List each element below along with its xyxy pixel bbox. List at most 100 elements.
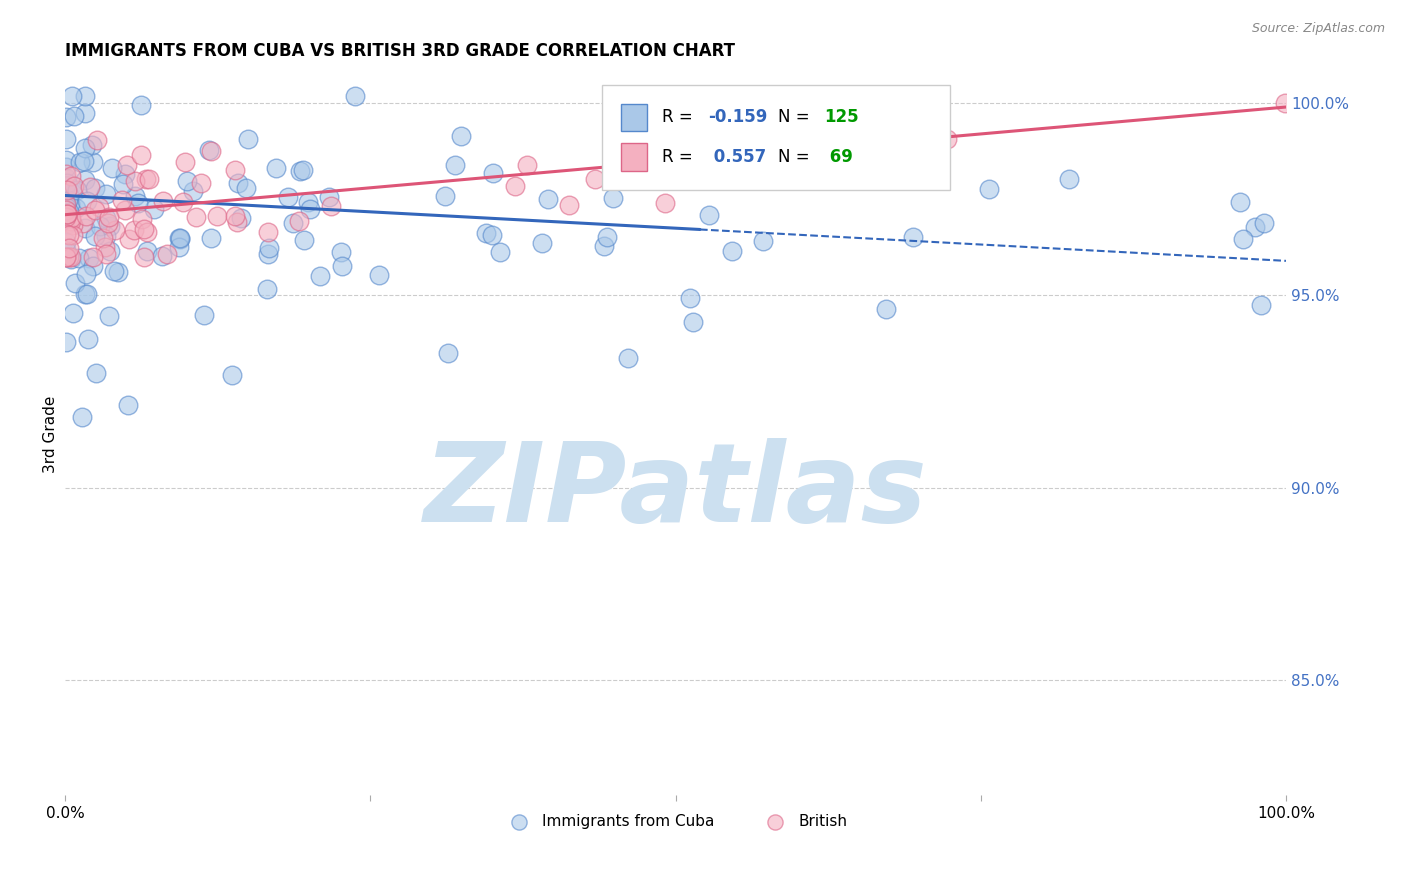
British bbox=[55, 250, 77, 264]
British bbox=[124, 174, 146, 188]
British bbox=[60, 169, 83, 183]
Immigrants from Cuba bbox=[55, 200, 77, 214]
Immigrants from Cuba bbox=[82, 259, 104, 273]
Immigrants from Cuba bbox=[55, 218, 77, 232]
British bbox=[172, 195, 194, 210]
British bbox=[129, 148, 152, 162]
Text: 0.557: 0.557 bbox=[709, 148, 766, 166]
British bbox=[665, 161, 688, 175]
Immigrants from Cuba bbox=[181, 184, 204, 198]
Immigrants from Cuba bbox=[977, 181, 1000, 195]
British bbox=[60, 214, 83, 228]
Immigrants from Cuba bbox=[142, 202, 165, 216]
British bbox=[207, 209, 229, 223]
Immigrants from Cuba bbox=[291, 162, 314, 177]
Immigrants from Cuba bbox=[290, 163, 312, 178]
British bbox=[135, 172, 157, 186]
British bbox=[115, 158, 138, 172]
Immigrants from Cuba bbox=[107, 265, 129, 279]
Immigrants from Cuba bbox=[1250, 298, 1272, 312]
Immigrants from Cuba bbox=[73, 172, 96, 186]
British bbox=[138, 171, 160, 186]
Immigrants from Cuba bbox=[1232, 232, 1254, 246]
British bbox=[82, 250, 104, 264]
British bbox=[97, 217, 120, 231]
Immigrants from Cuba bbox=[257, 247, 280, 261]
British bbox=[56, 207, 79, 221]
British bbox=[936, 131, 959, 145]
British bbox=[225, 215, 247, 229]
Immigrants from Cuba bbox=[537, 193, 560, 207]
Immigrants from Cuba bbox=[94, 211, 117, 225]
Immigrants from Cuba bbox=[875, 302, 897, 317]
Immigrants from Cuba bbox=[596, 230, 619, 244]
Immigrants from Cuba bbox=[103, 264, 125, 278]
British bbox=[86, 133, 108, 147]
Immigrants from Cuba bbox=[55, 235, 77, 249]
British bbox=[55, 197, 77, 211]
British bbox=[516, 158, 538, 172]
British bbox=[136, 225, 159, 239]
Immigrants from Cuba bbox=[70, 410, 93, 425]
Immigrants from Cuba bbox=[129, 97, 152, 112]
British bbox=[104, 223, 127, 237]
FancyBboxPatch shape bbox=[620, 144, 647, 170]
British bbox=[75, 209, 97, 223]
Immigrants from Cuba bbox=[343, 88, 366, 103]
Immigrants from Cuba bbox=[84, 180, 107, 194]
Immigrants from Cuba bbox=[72, 154, 94, 169]
Immigrants from Cuba bbox=[79, 251, 101, 265]
British bbox=[132, 221, 155, 235]
British bbox=[55, 202, 77, 217]
Text: N =: N = bbox=[778, 148, 815, 166]
Immigrants from Cuba bbox=[299, 202, 322, 216]
Immigrants from Cuba bbox=[228, 176, 250, 190]
Immigrants from Cuba bbox=[433, 188, 456, 202]
British bbox=[58, 241, 80, 255]
Immigrants from Cuba bbox=[75, 88, 97, 103]
Immigrants from Cuba bbox=[236, 132, 259, 146]
Text: 69: 69 bbox=[824, 148, 853, 166]
Immigrants from Cuba bbox=[55, 153, 77, 168]
Immigrants from Cuba bbox=[117, 398, 139, 412]
Immigrants from Cuba bbox=[721, 244, 744, 259]
Immigrants from Cuba bbox=[56, 193, 79, 207]
Immigrants from Cuba bbox=[58, 188, 80, 202]
British bbox=[58, 227, 80, 242]
Immigrants from Cuba bbox=[198, 143, 221, 157]
Immigrants from Cuba bbox=[60, 252, 83, 266]
Immigrants from Cuba bbox=[437, 346, 460, 360]
Text: Source: ZipAtlas.com: Source: ZipAtlas.com bbox=[1251, 22, 1385, 36]
Immigrants from Cuba bbox=[368, 268, 391, 282]
Immigrants from Cuba bbox=[58, 205, 80, 219]
Immigrants from Cuba bbox=[94, 186, 117, 201]
British bbox=[557, 198, 579, 212]
British bbox=[84, 202, 107, 217]
Immigrants from Cuba bbox=[100, 244, 122, 259]
Immigrants from Cuba bbox=[55, 171, 77, 186]
Immigrants from Cuba bbox=[112, 177, 135, 191]
Immigrants from Cuba bbox=[124, 189, 146, 203]
Immigrants from Cuba bbox=[59, 197, 82, 211]
British bbox=[118, 232, 141, 246]
Immigrants from Cuba bbox=[62, 305, 84, 319]
Immigrants from Cuba bbox=[277, 189, 299, 203]
Immigrants from Cuba bbox=[318, 190, 340, 204]
British bbox=[62, 228, 84, 243]
Immigrants from Cuba bbox=[150, 248, 173, 262]
Text: -0.159: -0.159 bbox=[709, 108, 768, 127]
Immigrants from Cuba bbox=[264, 161, 287, 176]
Immigrants from Cuba bbox=[169, 231, 191, 245]
British bbox=[89, 200, 111, 214]
Immigrants from Cuba bbox=[482, 166, 505, 180]
British bbox=[62, 218, 84, 232]
Immigrants from Cuba bbox=[75, 221, 97, 235]
Immigrants from Cuba bbox=[62, 88, 84, 103]
Immigrants from Cuba bbox=[55, 334, 77, 349]
Immigrants from Cuba bbox=[84, 367, 107, 381]
Immigrants from Cuba bbox=[592, 239, 614, 253]
Immigrants from Cuba bbox=[135, 244, 157, 259]
British bbox=[503, 178, 526, 193]
Immigrants from Cuba bbox=[75, 268, 97, 282]
Immigrants from Cuba bbox=[55, 178, 77, 193]
